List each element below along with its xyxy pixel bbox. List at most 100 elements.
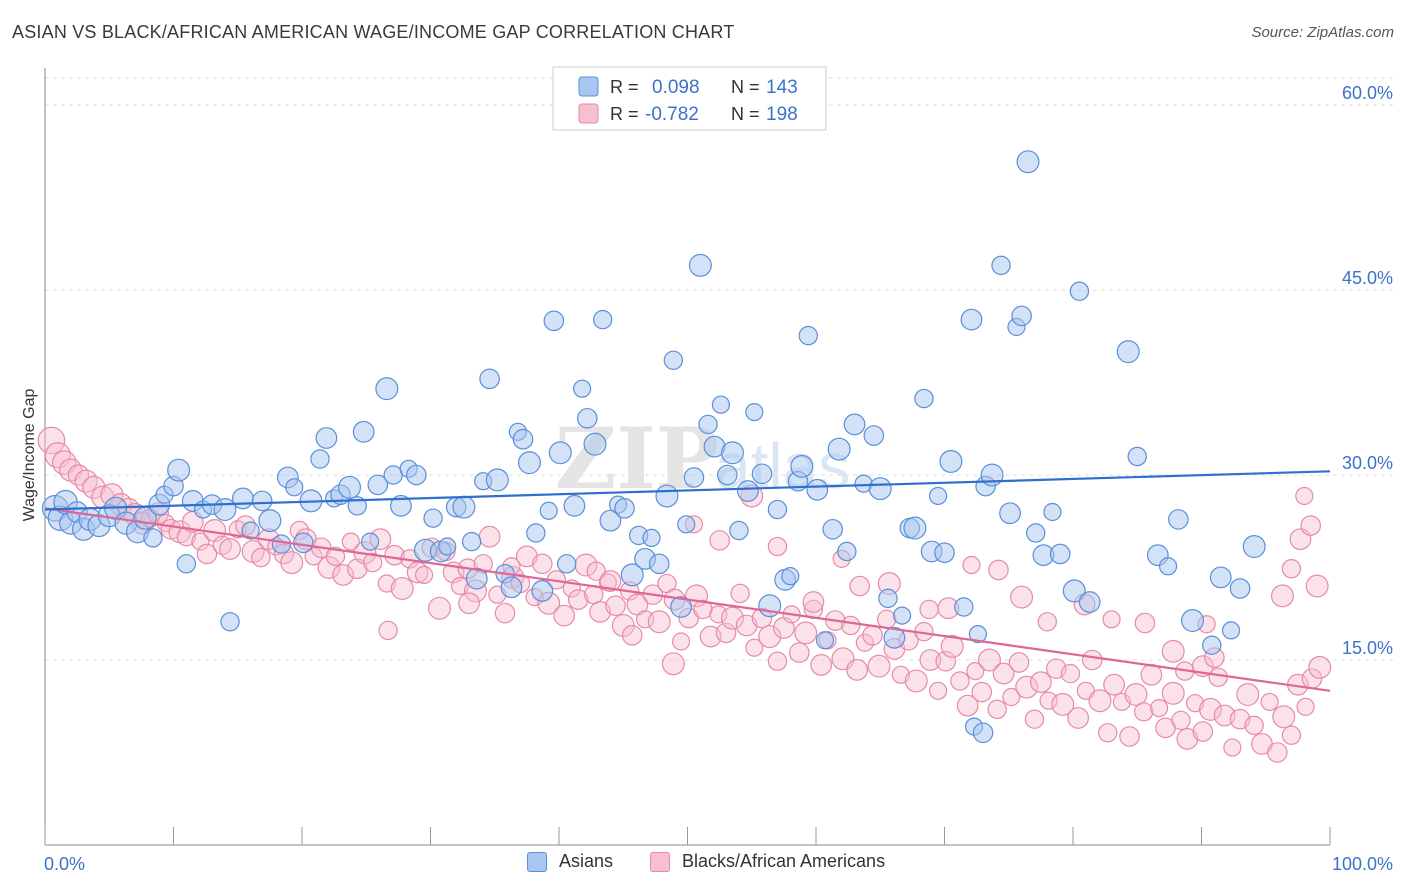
asian-point (798, 325, 818, 346)
trend-line-blacks (44, 507, 1331, 692)
black-point (940, 634, 964, 658)
black-point (219, 538, 241, 560)
black-point (390, 576, 414, 600)
asian-point (822, 518, 844, 540)
asian-point (720, 441, 744, 465)
asian-point (292, 532, 314, 554)
black-point (212, 535, 233, 556)
asian-point (573, 379, 592, 398)
asian-point (717, 464, 738, 486)
y-tick-label: 60.0% (1342, 83, 1393, 103)
asian-point (563, 494, 586, 517)
black-point (1161, 639, 1185, 663)
legend-asian-n-label: N = (731, 77, 760, 97)
legend-black-n-value: 198 (766, 104, 798, 125)
asian-point (1062, 579, 1086, 603)
black-point (1029, 671, 1052, 694)
asian-point (241, 521, 260, 540)
asian-point (655, 484, 679, 508)
black-point (709, 530, 730, 551)
black-point (962, 555, 981, 575)
asian-point (557, 554, 577, 574)
asian-point (512, 428, 534, 450)
black-point (767, 536, 788, 557)
asian-point (390, 494, 412, 517)
black-point (745, 638, 764, 657)
asian-point (1209, 566, 1232, 589)
black-point (1024, 709, 1045, 729)
asian-point (423, 508, 443, 528)
asian-point (790, 454, 814, 478)
black-point (840, 615, 861, 636)
black-point (758, 625, 782, 649)
black-point (919, 649, 942, 671)
asian-point (781, 567, 800, 586)
black-point (647, 610, 671, 634)
black-point (1296, 697, 1315, 716)
black-point (730, 583, 750, 604)
black-point (325, 546, 346, 567)
black-point (971, 681, 993, 703)
black-point (987, 699, 1007, 720)
legend-asian-swatch (578, 76, 599, 97)
black-point (988, 559, 1009, 581)
asian-point (526, 523, 546, 543)
asian-point (367, 474, 389, 496)
black-point (1037, 612, 1058, 632)
asian-point (960, 308, 983, 331)
black-point (1039, 691, 1058, 710)
trend-line-asians (44, 470, 1331, 511)
black-point (1270, 584, 1294, 608)
black-point (735, 614, 758, 637)
black-point (1088, 689, 1112, 713)
asian-point (271, 534, 292, 554)
black-point (846, 658, 869, 681)
black-point (82, 475, 106, 499)
black-point (661, 652, 685, 676)
black-point (1134, 612, 1156, 634)
asian-point (176, 554, 197, 574)
asian-point (972, 722, 994, 744)
asian-point (1049, 543, 1071, 565)
black-point (919, 599, 939, 620)
legend-asian-n-value: 143 (766, 77, 798, 98)
asian-point (143, 528, 163, 548)
black-point (196, 543, 218, 565)
black-point (855, 633, 874, 652)
black-point (494, 602, 516, 624)
asian-point (231, 487, 254, 510)
black-point (1300, 515, 1322, 536)
asian-point (361, 532, 380, 551)
black-point (589, 601, 612, 623)
black-point (1260, 692, 1279, 712)
black-point (1213, 704, 1236, 727)
black-point (362, 552, 383, 573)
black-point (802, 591, 825, 613)
black-point (1133, 702, 1154, 722)
asian-point (939, 449, 963, 473)
legend-black-swatch (578, 103, 599, 124)
asian-point (863, 425, 885, 446)
black-point (876, 609, 897, 630)
black-point (605, 595, 626, 617)
chart-title: ASIAN VS BLACK/AFRICAN AMERICAN WAGE/INC… (12, 22, 735, 42)
asian-point (1202, 635, 1222, 655)
black-point (977, 648, 1001, 672)
y-tick-label: 45.0% (1342, 268, 1393, 288)
asian-point (1127, 446, 1147, 467)
black-point (699, 625, 722, 648)
black-point (378, 620, 398, 641)
legend-item-asians: Asians (527, 851, 613, 872)
black-point (515, 545, 538, 568)
black-point (904, 669, 928, 693)
asian-point (583, 432, 607, 456)
black-point (720, 606, 744, 630)
black-point (280, 551, 304, 575)
black-point (1295, 486, 1314, 506)
black-point (341, 532, 360, 551)
legend-asian-r-value: 0.098 (652, 77, 700, 98)
black-point (1149, 698, 1169, 718)
asian-point (729, 520, 749, 541)
black-point (458, 592, 480, 615)
